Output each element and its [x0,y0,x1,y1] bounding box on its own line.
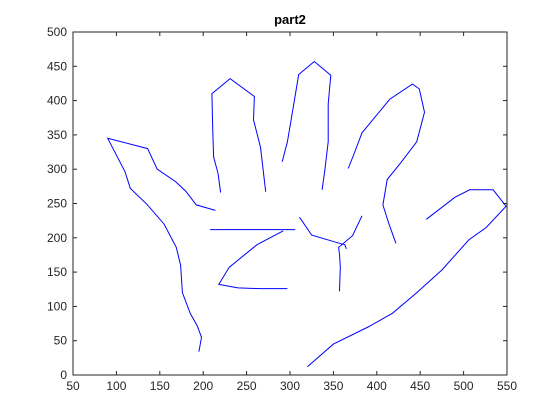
x-tick-label: 450 [410,379,430,393]
x-axis: 50 100 150 200 250 300 350 400 450 500 550 [66,32,517,393]
x-tick-label: 300 [280,379,300,393]
y-tick-label: 250 [47,197,67,211]
y-tick-label: 300 [47,162,67,176]
x-tick-label: 400 [367,379,387,393]
chart-title: part2 [274,12,306,27]
series-line-3 [281,60,332,190]
y-tick-label: 500 [47,25,67,39]
y-tick-label: 350 [47,128,67,142]
x-tick-label: 100 [106,379,126,393]
x-tick-label: 250 [237,379,257,393]
y-tick-label: 200 [47,231,67,245]
series-line-6 [217,230,288,290]
x-tick-label: 550 [497,379,517,393]
series-line-9 [307,189,507,368]
x-tick-label: 50 [66,379,80,393]
y-tick-label: 150 [47,265,67,279]
y-tick-label: 100 [47,299,67,313]
y-tick-label: 450 [47,59,67,73]
y-tick-label: 50 [54,334,68,348]
x-tick-label: 500 [454,379,474,393]
series-line-8 [338,215,363,292]
series-line-1 [106,137,216,352]
y-tick-label: 400 [47,94,67,108]
series-line-4 [347,83,426,244]
x-tick-label: 200 [193,379,213,393]
series-layer [106,60,507,368]
axes-box [72,31,508,376]
series-line-7 [299,216,347,249]
y-axis: 0 50 100 150 200 250 300 350 400 450 500 [47,25,507,382]
x-tick-label: 350 [323,379,343,393]
x-tick-label: 150 [150,379,170,393]
series-line-2 [211,77,267,193]
plot-area: 50 100 150 200 250 300 350 400 450 500 550 0501001… [47,25,517,393]
y-tick-label: 0 [60,368,67,382]
